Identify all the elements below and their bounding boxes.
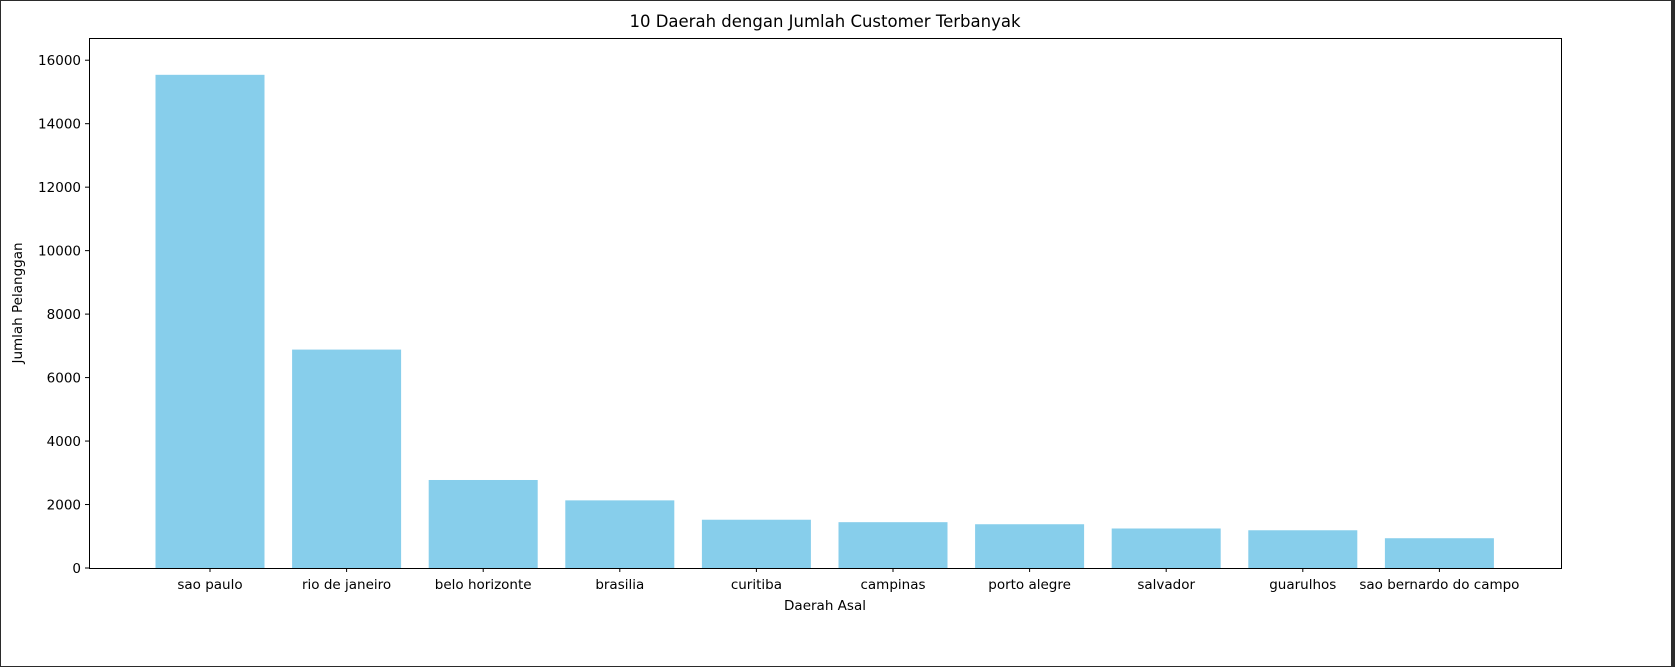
y-tick-label: 0	[72, 561, 81, 577]
x-tick-label: sao paulo	[177, 577, 242, 593]
bar-porto-alegre	[975, 524, 1085, 568]
y-tick-label: 12000	[38, 180, 81, 196]
x-axis-label: Daerah Asal	[784, 598, 866, 614]
bar-campinas	[838, 522, 948, 568]
y-tick-label: 16000	[38, 53, 81, 69]
y-tick-label: 2000	[47, 498, 81, 514]
y-tick-label: 10000	[38, 244, 81, 260]
bar-curitiba	[701, 519, 811, 568]
plot-frame	[89, 38, 1562, 569]
x-tick-label: belo horizonte	[435, 577, 532, 593]
bar-sao-bernardo-do-campo	[1384, 538, 1494, 568]
x-tick-label: salvador	[1137, 577, 1195, 593]
bar-salvador	[1111, 528, 1221, 568]
y-tick-label: 8000	[47, 307, 81, 323]
y-tick-label: 14000	[38, 117, 81, 133]
x-tick-label: guarulhos	[1269, 577, 1336, 593]
chart-title: 10 Daerah dengan Jumlah Customer Terbany…	[629, 12, 1020, 31]
y-tick-label: 6000	[47, 371, 81, 387]
bar-guarulhos	[1248, 530, 1358, 568]
x-tick-label: porto alegre	[988, 577, 1071, 593]
bar-belo-horizonte	[428, 479, 538, 568]
x-tick-label: curitiba	[731, 577, 782, 593]
bar-brasilia	[565, 500, 675, 568]
bar-sao-paulo	[155, 74, 265, 569]
y-tick-label: 4000	[47, 434, 81, 450]
x-tick-label: campinas	[860, 577, 925, 593]
x-axis-ticks: sao paulo rio de janeiro belo horizonte bra…	[177, 568, 1519, 593]
y-axis-ticks: 0 2000 4000 6000 8000 10000 12000 14000 16000	[38, 53, 89, 577]
bar-rio-de-janeiro	[292, 349, 402, 568]
x-tick-label: sao bernardo do campo	[1359, 577, 1519, 593]
y-axis-label: Jumlah Pelanggan	[10, 242, 26, 364]
x-tick-label: brasilia	[595, 577, 644, 593]
bars-layer	[155, 74, 1494, 569]
x-tick-label: rio de janeiro	[302, 577, 391, 593]
